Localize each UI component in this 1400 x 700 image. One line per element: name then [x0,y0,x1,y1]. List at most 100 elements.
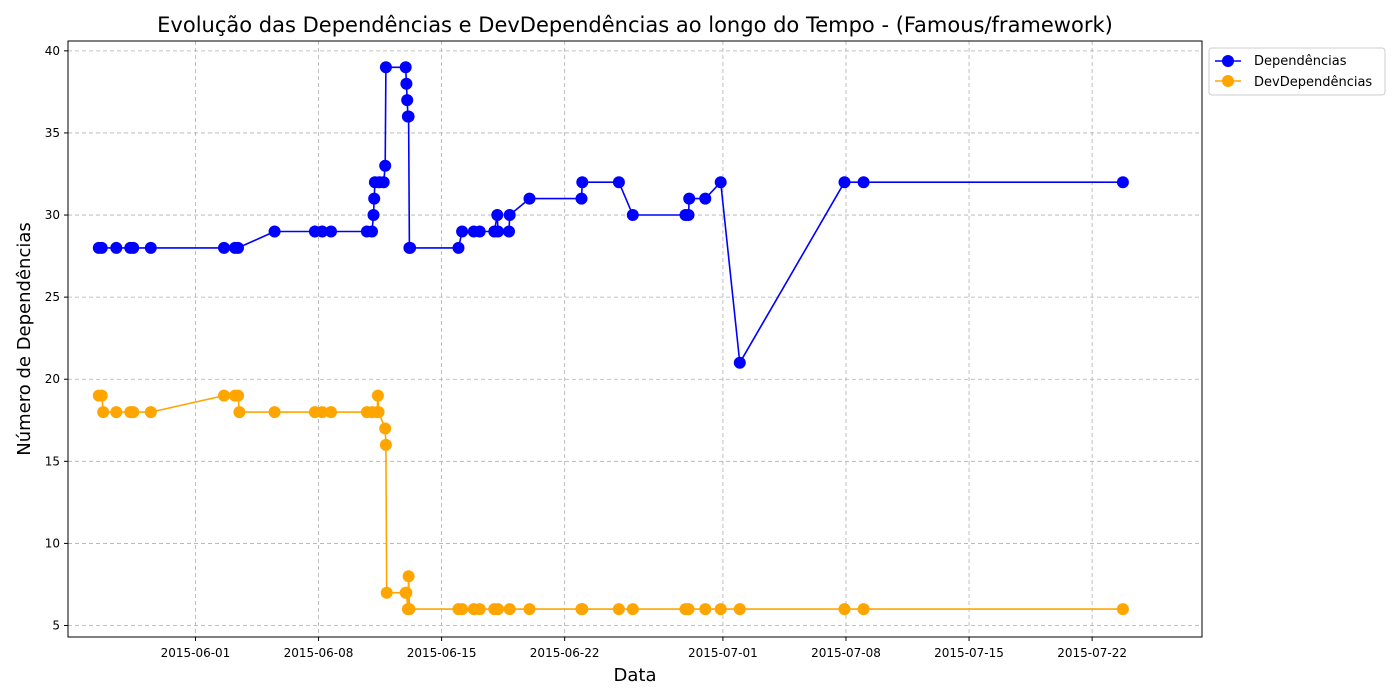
data-point [379,438,392,451]
data-point [95,241,108,254]
data-point [733,356,746,369]
data-point [403,603,416,616]
y-tick-label: 40 [45,44,60,58]
data-point [714,603,727,616]
data-point [682,603,695,616]
y-tick-label: 35 [45,126,60,140]
data-point [144,406,157,419]
data-point [626,209,639,221]
data-point [379,422,392,435]
data-point [699,192,712,205]
data-point [714,176,727,189]
legend-marker-dependencias [1222,55,1234,67]
data-point [110,406,123,419]
data-point [233,406,246,419]
data-point [232,241,244,254]
series-dependencias [92,61,1129,369]
data-point [492,603,504,616]
data-point [612,176,625,189]
data-point [626,603,639,616]
axis-ticks: 2015-06-01 2015-06-08 2015-06-15 2015-06-22… [45,44,1127,660]
data-point [97,406,110,419]
data-point [523,192,536,205]
y-tick-label: 20 [45,372,60,386]
y-tick-label: 30 [45,208,60,222]
x-tick-label: 2015-07-22 [1057,646,1127,660]
data-point [380,586,393,599]
data-point [452,241,465,254]
x-tick-label: 2015-07-01 [688,646,758,660]
data-point [379,159,392,172]
y-tick-label: 10 [45,536,60,550]
data-point [316,225,329,238]
x-tick-label: 2015-07-15 [934,646,1004,660]
data-point [144,241,157,254]
data-point [268,406,281,419]
data-point [379,61,392,74]
legend-label-dependencias: Dependências [1254,54,1347,69]
data-point [366,225,378,238]
data-point [325,225,337,238]
data-point [838,603,851,616]
data-point [110,241,123,254]
y-tick-label: 25 [45,290,60,304]
data-point [218,389,230,402]
series-layer [92,61,1129,616]
x-tick-label: 2015-06-01 [161,646,231,660]
data-point [682,209,695,221]
data-point [503,225,515,238]
data-point [400,586,413,599]
data-point [473,603,486,616]
data-point [1116,603,1129,616]
data-point [218,241,230,254]
data-point [372,406,385,419]
data-point [127,406,140,419]
chart-title: Evolução das Dependências e DevDependênc… [157,13,1113,37]
data-point [576,603,589,616]
data-point [503,603,516,616]
legend-marker-devdependencias [1222,75,1234,87]
data-point [683,192,696,205]
data-point [404,241,417,254]
data-point [491,209,504,221]
data-point [857,176,870,189]
data-point [576,176,589,189]
data-point [368,192,381,205]
data-point [838,176,851,189]
data-point [127,241,140,254]
y-tick-label: 15 [45,454,60,468]
y-tick-label: 5 [52,619,60,633]
legend: Dependências DevDependências [1208,47,1386,96]
legend-box [1208,47,1386,96]
x-tick-label: 2015-06-15 [407,646,477,660]
data-point [699,603,712,616]
data-point [575,192,588,205]
data-point [401,94,414,107]
x-tick-label: 2015-06-22 [530,646,600,660]
data-point [377,176,390,189]
data-point [232,389,244,402]
data-point [402,570,415,583]
plot-frame [67,40,1203,638]
data-point [857,603,870,616]
data-point [503,209,516,221]
data-point [367,209,380,221]
data-point [1116,176,1129,189]
data-point [316,406,329,419]
data-point [456,225,469,238]
data-point [325,406,337,419]
y-axis-title: Número de Dependências [14,222,35,456]
series-devdependencias [92,389,1129,616]
data-point [95,389,108,402]
x-tick-label: 2015-06-08 [284,646,354,660]
x-tick-label: 2015-07-08 [811,646,881,660]
data-point [371,389,384,402]
x-axis-title: Data [614,665,657,686]
data-point [492,225,504,238]
legend-label-devdependencias: DevDependências [1254,75,1372,90]
data-point [399,61,412,74]
data-point [733,603,746,616]
data-point [402,110,415,123]
